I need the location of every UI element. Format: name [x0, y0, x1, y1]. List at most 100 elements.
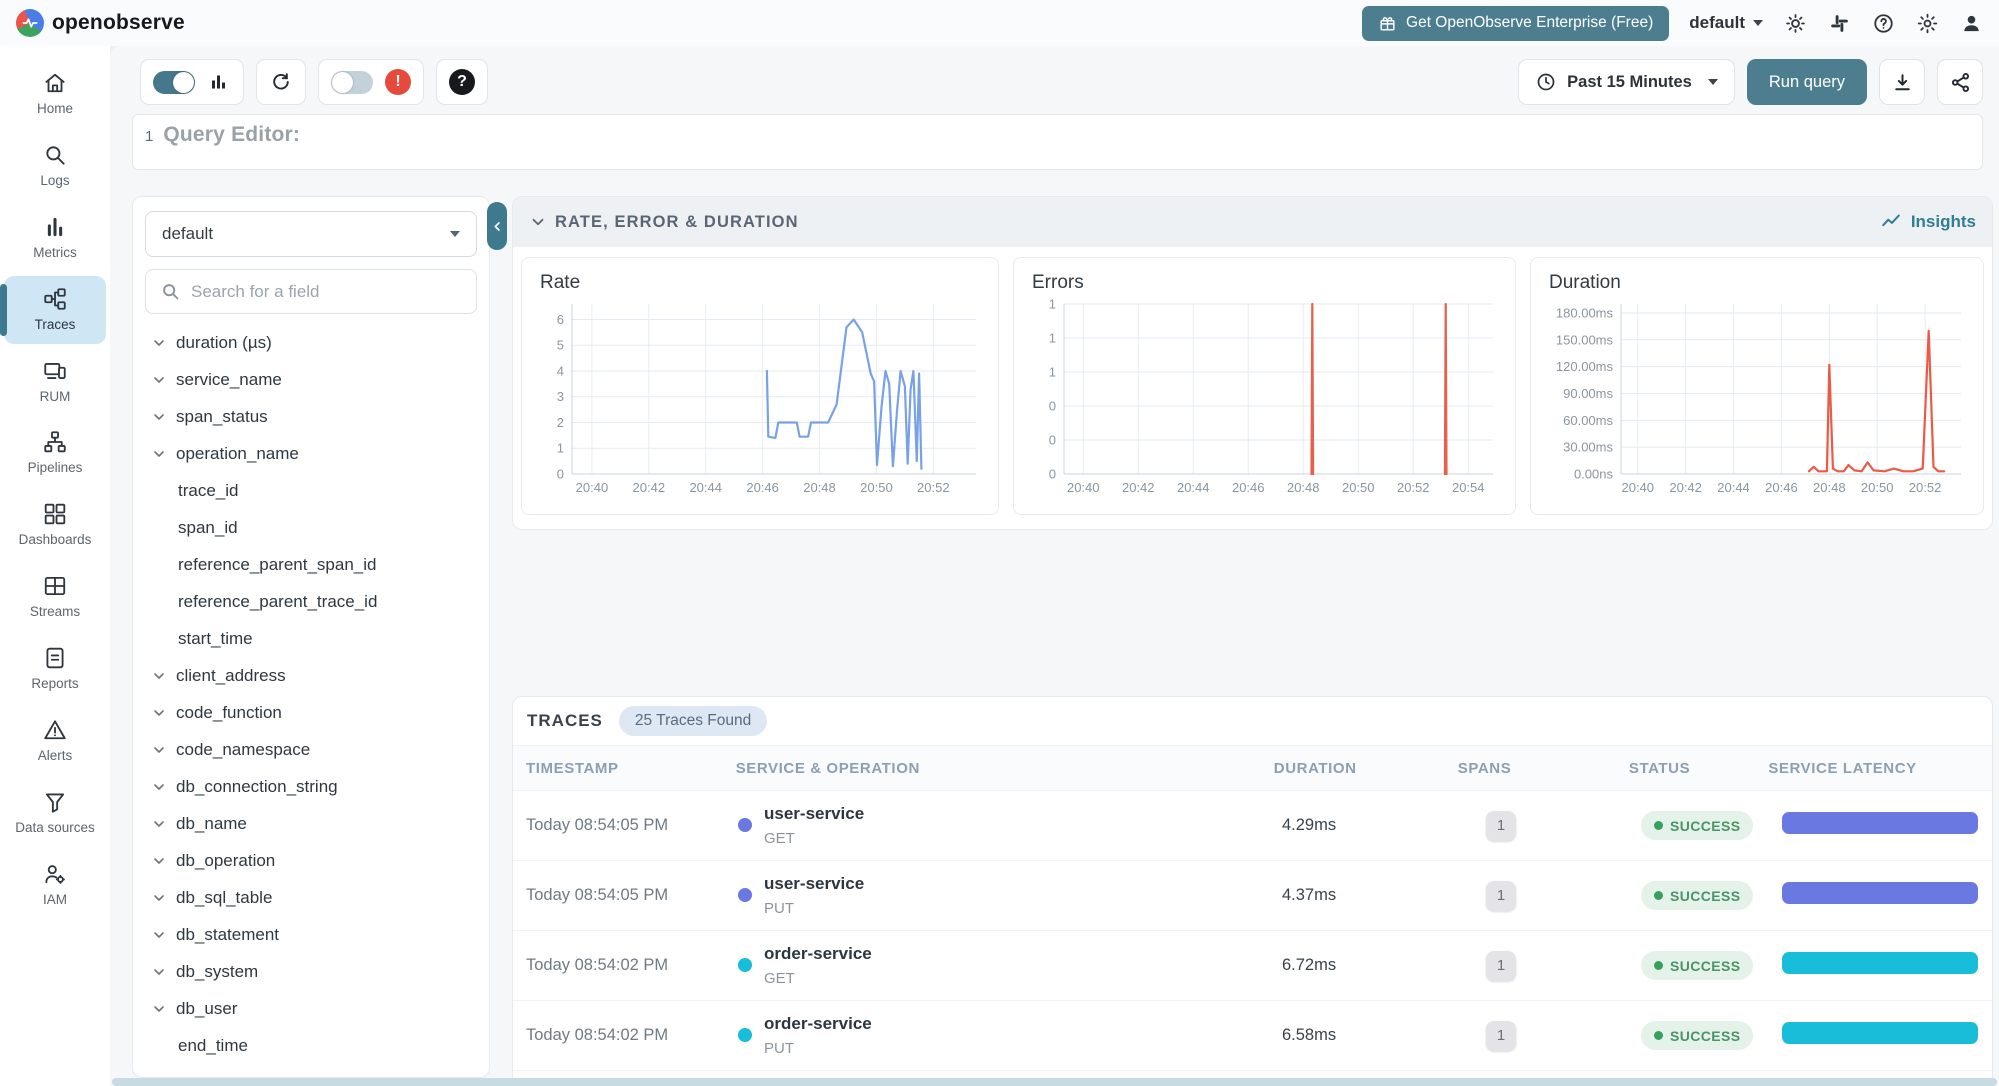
org-selector[interactable]: default [1689, 13, 1763, 33]
sidebar-item-rum[interactable]: RUM [0, 348, 110, 416]
chevron-down-icon[interactable] [151, 853, 167, 869]
column-header-service-latency[interactable]: SERVICE LATENCY [1768, 759, 1917, 777]
chevron-down-icon[interactable] [151, 668, 167, 684]
sidebar-item-streams[interactable]: Streams [0, 563, 110, 631]
field-item-reference_parent_trace_id[interactable]: reference_parent_trace_id [145, 583, 477, 620]
field-item-code_namespace[interactable]: code_namespace [145, 731, 477, 768]
field-item-db_statement[interactable]: db_statement [145, 916, 477, 953]
field-item-operation_name[interactable]: operation_name [145, 435, 477, 472]
chevron-down-icon[interactable] [151, 372, 167, 388]
trace-row[interactable]: Today 08:54:05 PM user-service PUT 4.37ms 1 S… [513, 861, 1992, 931]
sidebar-item-metrics[interactable]: Metrics [0, 204, 110, 272]
chevron-down-icon[interactable] [151, 964, 167, 980]
get-enterprise-button[interactable]: Get OpenObserve Enterprise (Free) [1362, 5, 1670, 41]
sidebar-item-pipelines[interactable]: Pipelines [0, 419, 110, 487]
field-item-start_time[interactable]: start_time [145, 620, 477, 657]
histogram-toggle[interactable] [153, 70, 195, 94]
trace-row[interactable]: Today 08:54:02 PM order-service GET 6.72ms 1… [513, 931, 1992, 1001]
field-item-db_user[interactable]: db_user [145, 990, 477, 1027]
user-profile-icon[interactable] [1959, 11, 1983, 35]
sidebar-item-iam[interactable]: IAM [0, 851, 110, 919]
slack-icon[interactable] [1827, 11, 1851, 35]
rate-chart[interactable]: 20:40 20:42 20:44 20:46 20:48 20:50 20:52 6 5 4 3 2… [532, 296, 990, 500]
field-item-db_name[interactable]: db_name [145, 805, 477, 842]
field-label: db_name [176, 813, 247, 833]
duration-chart[interactable]: 20:40 20:42 20:44 20:46 20:48 20:50 20:52 180.0… [1541, 296, 1975, 500]
latency-bar[interactable] [1782, 952, 1978, 974]
field-item-code_function[interactable]: code_function [145, 694, 477, 731]
errors-chart-card: Errors 20:40 20:42 20:44 20:46 20:48 20:50 20:5… [1013, 257, 1516, 515]
field-search-input[interactable] [191, 281, 462, 302]
column-header-status[interactable]: STATUS [1628, 759, 1691, 777]
field-item-service_name[interactable]: service_name [145, 361, 477, 398]
errors-chart[interactable]: 20:40 20:42 20:44 20:46 20:48 20:50 20:52 20:54… [1024, 296, 1507, 500]
field-label: span_status [176, 406, 268, 426]
chevron-down-icon[interactable] [151, 335, 167, 351]
field-item-span_id[interactable]: span_id [145, 509, 477, 546]
refresh-icon[interactable] [269, 70, 293, 94]
sidebar-item-logs[interactable]: Logs [0, 132, 110, 200]
horizontal-scrollbar[interactable] [112, 1078, 1997, 1086]
column-header-duration[interactable]: DURATION [1273, 759, 1357, 777]
sidebar-item-reports[interactable]: Reports [0, 635, 110, 703]
svg-text:20:40: 20:40 [576, 480, 609, 495]
chevron-down-icon[interactable] [151, 927, 167, 943]
collapse-fields-button[interactable] [487, 202, 507, 250]
theme-toggle-icon[interactable] [1783, 11, 1807, 35]
service-color-dot [738, 818, 752, 833]
chevron-down-icon[interactable] [151, 1001, 167, 1017]
latency-bar[interactable] [1782, 812, 1978, 834]
chevron-down-icon[interactable] [151, 816, 167, 832]
field-item-db_system[interactable]: db_system [145, 953, 477, 990]
traces-section: TRACES 25 Traces Found TIMESTAMP SERVICE … [512, 696, 1993, 1086]
field-item-end_time[interactable]: end_time [145, 1027, 477, 1064]
query-help-icon[interactable]: ? [449, 69, 475, 95]
time-range-selector[interactable]: Past 15 Minutes [1518, 59, 1735, 105]
query-editor[interactable]: 1 Query Editor: [132, 114, 1983, 170]
download-button[interactable] [1879, 59, 1925, 105]
field-item-span_status[interactable]: span_status [145, 398, 477, 435]
help-icon[interactable] [1871, 11, 1895, 35]
field-item-db_connection_string[interactable]: db_connection_string [145, 768, 477, 805]
error-indicator-icon[interactable]: ! [385, 69, 411, 95]
field-item-trace_id[interactable]: trace_id [145, 472, 477, 509]
field-label: db_connection_string [176, 776, 338, 796]
insights-link[interactable]: Insights [1880, 211, 1976, 233]
sidebar-item-home[interactable]: Home [0, 60, 110, 128]
column-header-spans[interactable]: SPANS [1457, 759, 1512, 777]
sidebar-item-dashboards[interactable]: Dashboards [0, 491, 110, 559]
chevron-down-icon[interactable] [151, 890, 167, 906]
latency-bar[interactable] [1782, 882, 1978, 904]
active-item-indicator [0, 283, 7, 336]
stream-selector[interactable]: default [145, 211, 477, 257]
chevron-down-icon[interactable] [151, 409, 167, 425]
chevron-down-icon[interactable] [151, 742, 167, 758]
sidebar-item-traces[interactable]: Traces [0, 275, 106, 344]
red-section-toggle[interactable]: RATE, ERROR & DURATION [529, 213, 799, 232]
chevron-down-icon[interactable] [151, 446, 167, 462]
sidebar-item-label: Streams [29, 604, 81, 620]
trace-row[interactable]: Today 08:54:05 PM user-service GET 4.29ms 1 S… [513, 791, 1992, 861]
chevron-down-icon[interactable] [151, 779, 167, 795]
svg-text:20:52: 20:52 [917, 480, 950, 495]
field-item-duration-s-[interactable]: duration (µs) [145, 324, 477, 361]
field-item-client_address[interactable]: client_address [145, 657, 477, 694]
trace-service-operation: order-service GET [738, 944, 1282, 987]
share-button[interactable] [1937, 59, 1983, 105]
column-header-timestamp[interactable]: TIMESTAMP [526, 759, 619, 777]
query-editor-placeholder: Query Editor: [163, 123, 301, 146]
settings-gear-icon[interactable] [1915, 11, 1939, 35]
trace-row[interactable]: Today 08:54:02 PM order-service PUT 6.58ms 1… [513, 1001, 1992, 1071]
field-item-db_sql_table[interactable]: db_sql_table [145, 879, 477, 916]
mode-toggle[interactable] [331, 70, 373, 94]
chevron-down-icon[interactable] [151, 705, 167, 721]
latency-bar[interactable] [1782, 1022, 1978, 1044]
field-label: db_system [176, 961, 259, 981]
sidebar-item-data-sources[interactable]: Data sources [0, 779, 110, 847]
column-header-service-operation[interactable]: SERVICE & OPERATION [735, 759, 920, 777]
field-item-reference_parent_span_id[interactable]: reference_parent_span_id [145, 546, 477, 583]
field-item-db_operation[interactable]: db_operation [145, 842, 477, 879]
openobserve-logo[interactable]: openobserve [16, 9, 185, 37]
run-query-button[interactable]: Run query [1746, 59, 1867, 105]
sidebar-item-alerts[interactable]: Alerts [0, 707, 110, 775]
